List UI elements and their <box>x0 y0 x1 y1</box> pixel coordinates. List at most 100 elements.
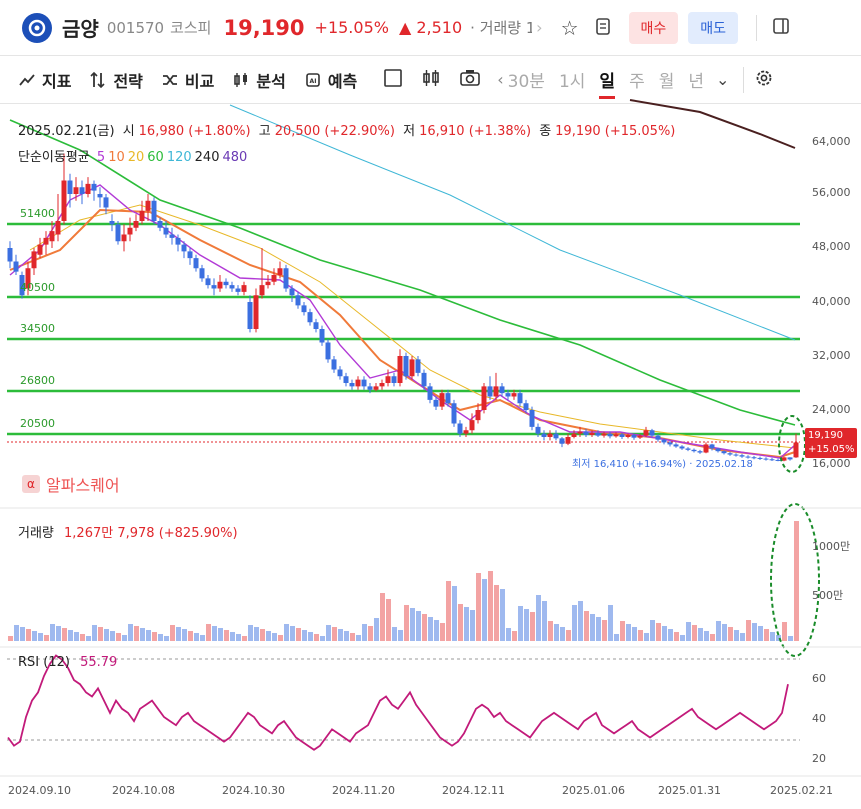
compare-button[interactable]: 비교 <box>161 68 214 92</box>
period-day[interactable]: 일 <box>599 67 616 99</box>
buy-button[interactable]: 매수 <box>628 11 679 44</box>
candlestick[interactable] <box>373 383 379 392</box>
candlestick[interactable] <box>691 448 697 453</box>
candlestick[interactable] <box>343 372 349 387</box>
candlestick[interactable] <box>37 237 43 259</box>
candlestick[interactable] <box>415 356 421 377</box>
candlestick[interactable] <box>637 434 643 440</box>
candlestick[interactable] <box>427 383 433 404</box>
candlestick[interactable] <box>469 413 475 434</box>
candlestick[interactable] <box>613 432 619 438</box>
ma-legend-item[interactable]: 5 <box>96 150 106 165</box>
candlestick[interactable] <box>451 399 457 427</box>
camera-icon[interactable] <box>459 68 481 92</box>
candlestick[interactable] <box>253 288 259 333</box>
candlestick[interactable] <box>73 177 79 201</box>
candlestick[interactable] <box>85 177 91 198</box>
candlestick[interactable] <box>727 451 733 456</box>
candlestick[interactable] <box>211 278 217 296</box>
chevron-left-icon[interactable]: ‹ <box>497 70 504 89</box>
ma-legend-item[interactable]: 60 <box>147 150 164 165</box>
candlestick[interactable] <box>295 291 301 309</box>
candlestick[interactable] <box>523 399 529 414</box>
candlestick[interactable] <box>337 366 343 380</box>
period-week[interactable]: 주 <box>629 72 645 92</box>
candlestick[interactable] <box>325 339 331 363</box>
candlestick[interactable] <box>733 453 739 457</box>
period-year[interactable]: 년 <box>688 72 704 92</box>
candlestick[interactable] <box>781 456 787 462</box>
candlestick[interactable] <box>763 457 769 461</box>
moving-average-legend[interactable]: 단순이동평균 5 10 20 60 120 240 480 <box>18 150 248 165</box>
candlestick[interactable] <box>277 261 283 279</box>
period-month[interactable]: 월 <box>658 72 675 92</box>
candlestick[interactable] <box>697 449 703 454</box>
candlestick[interactable] <box>439 389 445 410</box>
candlestick[interactable] <box>511 389 517 400</box>
candlestick[interactable] <box>445 389 451 407</box>
candlestick[interactable] <box>175 234 181 252</box>
candlestick[interactable] <box>583 428 589 437</box>
candlestick[interactable] <box>769 457 775 461</box>
sidebar-toggle-icon[interactable] <box>771 16 791 40</box>
candlestick[interactable] <box>745 455 751 459</box>
candlestick[interactable] <box>91 180 97 201</box>
candlestick[interactable] <box>751 455 757 460</box>
candlestick[interactable] <box>403 352 409 380</box>
candlestick[interactable] <box>7 241 13 269</box>
candlestick[interactable] <box>673 443 679 448</box>
candle-type-icon[interactable] <box>421 68 441 92</box>
candlestick[interactable] <box>631 433 637 440</box>
candlestick[interactable] <box>577 426 583 437</box>
candlestick[interactable] <box>589 430 595 437</box>
candlestick[interactable] <box>97 187 103 208</box>
candlestick[interactable] <box>487 376 493 400</box>
candlestick[interactable] <box>139 200 145 225</box>
candlestick[interactable] <box>517 389 523 407</box>
candlestick[interactable] <box>127 217 133 242</box>
draw-box-icon[interactable] <box>383 68 403 92</box>
candlestick[interactable] <box>409 356 415 380</box>
candlestick[interactable] <box>67 173 73 208</box>
candlestick[interactable] <box>187 248 193 265</box>
candlestick[interactable] <box>433 396 439 411</box>
candlestick[interactable] <box>313 318 319 333</box>
period-30min[interactable]: 30분 <box>507 72 545 92</box>
candlestick[interactable] <box>331 356 337 373</box>
candlestick[interactable] <box>247 295 253 333</box>
candlestick[interactable] <box>103 194 109 215</box>
candlestick[interactable] <box>565 433 571 446</box>
candlestick[interactable] <box>505 389 511 400</box>
candlestick[interactable] <box>79 180 85 205</box>
candlestick[interactable] <box>607 431 613 439</box>
candlestick[interactable] <box>463 426 469 437</box>
candlestick[interactable] <box>499 383 505 397</box>
candlestick[interactable] <box>121 224 127 252</box>
candlestick[interactable] <box>163 221 169 238</box>
candlestick[interactable] <box>31 248 37 275</box>
candlestick[interactable] <box>367 383 373 394</box>
chevron-right-icon[interactable]: › <box>536 18 543 37</box>
candlestick[interactable] <box>685 447 691 452</box>
candlestick[interactable] <box>571 430 577 439</box>
candlestick[interactable] <box>259 248 265 299</box>
candlestick[interactable] <box>55 194 61 242</box>
candlestick[interactable] <box>679 445 685 450</box>
candlestick[interactable] <box>787 457 793 461</box>
candlestick[interactable] <box>169 227 175 245</box>
candlestick[interactable] <box>667 441 673 447</box>
candlestick[interactable] <box>385 369 391 387</box>
candlestick[interactable] <box>481 383 487 414</box>
candlestick[interactable] <box>775 458 781 462</box>
strategy-button[interactable]: 전략 <box>89 68 143 92</box>
period-1hour[interactable]: 1시 <box>558 72 586 92</box>
candlestick[interactable] <box>307 308 313 326</box>
candlestick[interactable] <box>793 433 799 458</box>
candlestick[interactable] <box>109 214 115 232</box>
candlestick[interactable] <box>319 325 325 346</box>
candlestick[interactable] <box>199 264 205 282</box>
candlestick[interactable] <box>49 221 55 248</box>
candlestick[interactable] <box>703 442 709 454</box>
candlestick[interactable] <box>553 430 559 441</box>
